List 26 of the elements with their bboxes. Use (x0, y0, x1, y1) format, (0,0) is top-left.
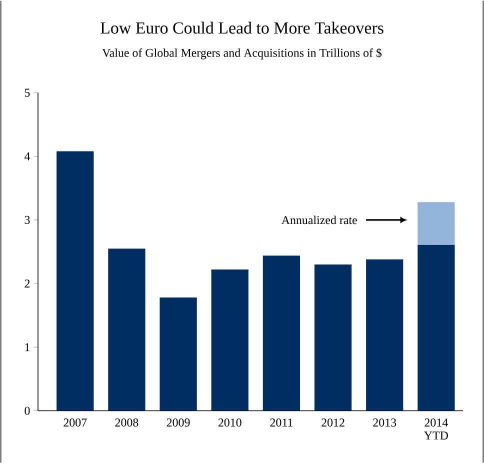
bar (314, 264, 352, 411)
x-tick-label: 2009 (166, 418, 190, 427)
bar (56, 152, 94, 411)
chart-title: Low Euro Could Lead to More Takeovers (100, 22, 384, 34)
x-tick-label: 2011 (270, 418, 292, 427)
bar (366, 260, 404, 411)
x-tick-label: 2013 (373, 418, 396, 427)
bar (211, 270, 248, 411)
x-tick-label: 2012 (322, 418, 344, 427)
y-tick-label: 4 (24, 152, 30, 161)
x-tick-label: 2008 (115, 418, 138, 427)
chart-subtitle: Value of Global Mergers and Acquisitions in Trillions of $ (102, 48, 382, 60)
bar (108, 248, 146, 411)
x-tick-label: 2010 (218, 418, 242, 427)
bar (418, 245, 455, 411)
y-tick-label: 0 (24, 406, 30, 416)
x-tick-label: 2007 (64, 418, 87, 427)
bar (160, 298, 197, 411)
bar (262, 256, 300, 411)
y-tick-label: 5 (24, 89, 30, 97)
bar (418, 202, 455, 245)
y-tick-label: 3 (24, 216, 30, 224)
y-tick-label: 2 (24, 280, 30, 288)
x-tick-label: 2014 YTD (424, 418, 448, 440)
annotation: Annualized rate (281, 216, 357, 224)
y-tick-label: 1 (25, 343, 30, 352)
